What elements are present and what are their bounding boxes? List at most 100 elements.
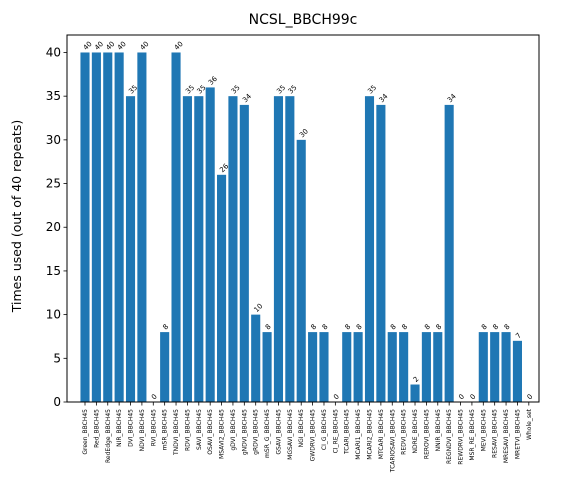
x-tick-label: CI_G_BBCH45 (321, 409, 328, 450)
x-tick-label: Whole_set (526, 408, 533, 440)
data-label: 8 (400, 323, 409, 332)
data-label: 35 (184, 84, 196, 96)
x-tick-label: RDVI_BBCH45 (184, 409, 191, 451)
data-label: 35 (366, 84, 378, 96)
x-tick-label: MCARI2_BBCH45 (367, 409, 374, 460)
data-label: 8 (161, 323, 170, 332)
data-label: 8 (343, 323, 352, 332)
bar (444, 104, 454, 403)
y-tick-label: 25 (46, 177, 61, 191)
y-tick-label: 10 (46, 308, 61, 322)
y-tick-label: 35 (46, 89, 61, 103)
bar (478, 332, 488, 402)
bar (125, 96, 136, 403)
x-tick-label: gDVI_BBCH45 (230, 409, 237, 451)
data-label: 40 (139, 40, 151, 52)
data-label: 35 (196, 84, 208, 96)
data-label: 40 (93, 40, 105, 52)
x-axis: Green_BBCH45 Red_BBCH45 RedEdge_BBCH45 NIR_… (82, 402, 533, 473)
bar (421, 332, 431, 402)
x-tick-label: RESAVI_BBCH45 (492, 409, 499, 458)
bar (308, 332, 318, 402)
chart-title: NCSL_BBCH99c (249, 12, 358, 28)
bar (228, 96, 238, 403)
bar (342, 332, 352, 402)
x-tick-label: TCARI_BBCH45 (344, 409, 351, 455)
data-label: 8 (309, 323, 318, 332)
x-tick-label: mSR_G_BBCH45 (264, 409, 271, 458)
data-label: 8 (480, 323, 489, 332)
bar (512, 340, 522, 402)
data-label: 8 (355, 323, 364, 332)
bar (137, 52, 147, 402)
data-label: 34 (378, 92, 390, 104)
x-tick-label: Green_BBCH45 (82, 409, 89, 455)
bar (319, 332, 329, 402)
y-axis: 0 5 10 15 20 25 30 35 40 (46, 45, 67, 409)
x-tick-label: gRDVI_BBCH45 (253, 409, 260, 455)
data-label: 0 (526, 393, 535, 402)
x-tick-label: MRESAVI_BBCH45 (503, 409, 510, 463)
data-label: 0 (457, 393, 466, 402)
x-tick-label: REROVI_BBCH45 (423, 409, 430, 459)
data-label: 35 (127, 84, 139, 96)
y-tick-label: 40 (46, 45, 61, 59)
data-label: 8 (321, 323, 330, 332)
data-label: 40 (105, 40, 117, 52)
data-label: 8 (423, 323, 432, 332)
data-label: 30 (298, 127, 310, 139)
bar (296, 139, 306, 403)
bars-group (80, 52, 522, 403)
data-label: 7 (514, 331, 523, 340)
data-label: 8 (389, 323, 398, 332)
data-label: 36 (207, 75, 219, 87)
x-tick-label: MCARI1_BBCH45 (355, 409, 362, 460)
bar (433, 332, 443, 402)
y-tick-label: 30 (46, 133, 61, 147)
bar (194, 96, 204, 403)
data-label: 35 (230, 84, 242, 96)
data-label: 0 (150, 393, 159, 402)
data-label: 8 (491, 323, 500, 332)
y-tick-label: 0 (53, 395, 61, 409)
y-tick-label: 20 (46, 220, 61, 234)
plot-frame (66, 34, 540, 403)
x-tick-label: NDVI_BBCH45 (139, 409, 146, 452)
bar (273, 96, 284, 403)
x-tick-label: NDRE_BBCH45 (412, 409, 419, 454)
x-tick-label: mSR_BBCH45 (162, 409, 169, 450)
bar (205, 87, 215, 403)
x-tick-label: RVI_BBCH45 (150, 409, 157, 446)
bar (251, 314, 261, 402)
x-tick-label: CI_RE_BBCH45 (332, 409, 339, 454)
x-tick-label: MEVI_BBCH45 (480, 409, 487, 451)
bar (171, 52, 181, 402)
x-tick-label: REWDRVI_BBCH45 (458, 409, 465, 465)
x-tick-label: MGSAVI_BBCH45 (287, 409, 294, 460)
x-tick-label: Red_BBCH45 (93, 409, 100, 448)
y-axis-label: Times used (out of 40 repeats) (9, 120, 24, 313)
data-label: 40 (116, 40, 128, 52)
x-tick-label: GWDRVI_BBCH45 (310, 409, 317, 462)
bar (399, 332, 409, 402)
x-tick-label: NNIR_BBCH45 (435, 409, 442, 452)
data-label: 0 (469, 393, 478, 402)
bar (114, 52, 124, 402)
x-tick-label: MRETVI_BBCH45 (514, 409, 521, 459)
data-label: 10 (252, 302, 264, 314)
data-label: 2 (412, 375, 421, 384)
bar (353, 332, 363, 402)
x-tick-label: REGNDVI_BBCH45 (446, 409, 453, 464)
bar (80, 52, 90, 402)
data-label: 35 (275, 84, 287, 96)
x-tick-label: NIR_BBCH45 (116, 409, 123, 447)
data-label: 8 (435, 323, 444, 332)
data-label: 34 (446, 92, 458, 104)
x-tick-label: RedEdge_BBCH45 (105, 409, 112, 463)
bar (239, 104, 249, 403)
bar (490, 332, 500, 402)
bar (501, 332, 511, 402)
x-tick-label: NGI_BBCH45 (298, 409, 305, 448)
x-tick-label: TCARIOSAVI_BBCH45 (389, 409, 396, 473)
